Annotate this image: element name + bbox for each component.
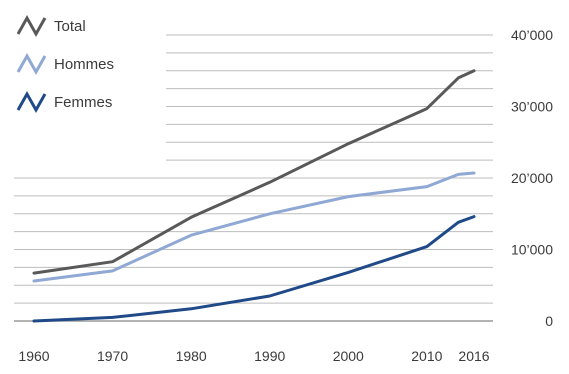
legend: Total Hommes Femmes xyxy=(16,14,114,114)
series-line-hommes xyxy=(32,171,476,283)
y-tick-label: 10’000 xyxy=(511,242,553,258)
series-line-total xyxy=(32,69,476,275)
legend-item-total: Total xyxy=(16,14,86,38)
x-tick-label: 1960 xyxy=(18,348,49,364)
legend-label: Total xyxy=(54,18,86,35)
x-tick-label: 2016 xyxy=(458,348,489,364)
y-tick-label: 0 xyxy=(545,313,553,329)
series-lines xyxy=(32,69,476,323)
legend-item-hommes: Hommes xyxy=(16,52,114,76)
legend-swatch-icon xyxy=(16,52,47,76)
x-tick-label: 2010 xyxy=(411,348,442,364)
legend-label: Femmes xyxy=(54,94,112,111)
legend-item-femmes: Femmes xyxy=(16,90,112,114)
legend-swatch-icon xyxy=(16,90,47,114)
x-tick-label: 1980 xyxy=(176,348,207,364)
legend-swatch-icon xyxy=(16,14,47,38)
y-tick-label: 20’000 xyxy=(511,170,553,186)
y-axis-ticks: 0 10’000 20’000 30’000 40’000 xyxy=(511,27,553,329)
x-axis-ticks: 1960 1970 1980 1990 2000 2010 2016 xyxy=(18,348,489,364)
grid xyxy=(14,34,493,322)
y-tick-label: 40’000 xyxy=(511,27,553,43)
x-tick-label: 2000 xyxy=(333,348,364,364)
y-tick-label: 30’000 xyxy=(511,99,553,115)
x-tick-label: 1990 xyxy=(254,348,285,364)
x-tick-label: 1970 xyxy=(97,348,128,364)
series-line-femmes xyxy=(32,215,476,323)
legend-label: Hommes xyxy=(54,56,114,73)
